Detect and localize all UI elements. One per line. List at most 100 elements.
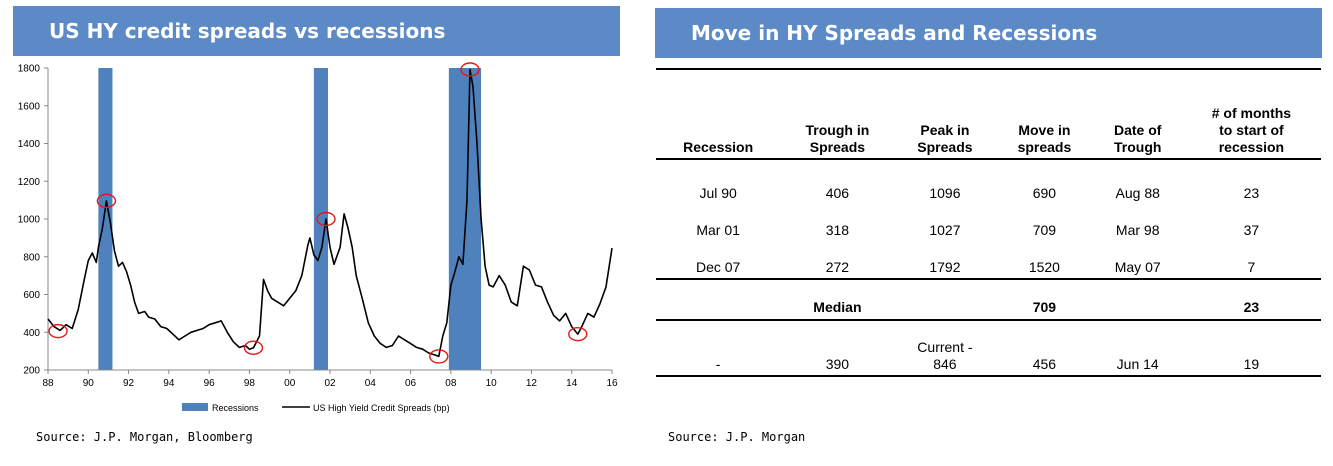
x-tick-label: 14 [566, 378, 578, 389]
table-cell: 1792 [894, 239, 996, 280]
chart-legend: Recessions US High Yield Credit Spreads (… [182, 403, 450, 413]
legend-spread-label: US High Yield Credit Spreads (bp) [313, 403, 450, 413]
table-cell: 19 [1181, 320, 1321, 377]
x-tick-label: 16 [606, 378, 618, 389]
header-text: Peak in [920, 122, 970, 138]
y-tick-label: 1000 [18, 215, 41, 226]
header-text: Recession [683, 139, 754, 155]
table-cell [894, 279, 996, 321]
x-tick-label: 08 [445, 378, 457, 389]
x-tick-label: 96 [204, 378, 216, 389]
table-row: Dec 07 272 1792 1520 May 07 7 [656, 239, 1321, 280]
table-cell [1093, 279, 1182, 321]
x-tick-label: 04 [365, 378, 377, 389]
legend-recession-label: Recessions [212, 403, 259, 413]
y-tick-label: 400 [23, 328, 40, 339]
header-text: Spreads [917, 139, 973, 155]
header-text: Move in [1018, 122, 1071, 138]
y-tick-label: 200 [23, 366, 40, 377]
header-text: Date of [1113, 122, 1162, 138]
right-panel-title: Move in HY Spreads and Recessions [655, 8, 1322, 58]
table-cell: 318 [825, 222, 850, 238]
table-cell: Jul 90 [699, 185, 737, 201]
x-tick-label: 94 [163, 378, 175, 389]
table-header-cell: Move in spreads [995, 69, 1094, 160]
table-median-row: Median 709 23 [656, 279, 1321, 321]
table-cell: 709 [1032, 222, 1057, 238]
highlight-circle [316, 211, 336, 227]
table-cell: 406 [825, 185, 850, 201]
highlight-circle [429, 349, 449, 364]
highlight-circle [568, 326, 588, 342]
table-cell: 23 [1181, 279, 1321, 321]
table-cell: 690 [1032, 185, 1057, 201]
table-current-row: -390 Current -846 456 Jun 14 19 [656, 320, 1321, 377]
table-header-row: Recession Trough in Spreads Peak in Spreads M… [656, 69, 1321, 160]
table-cell: Mar 98 [1115, 222, 1160, 238]
header-text: # of months [1211, 105, 1292, 121]
y-tick-label: 800 [23, 252, 40, 263]
table-cell: 1096 [929, 185, 961, 201]
right-source-note: Source: J.P. Morgan [668, 430, 806, 444]
table-cell: Median [780, 279, 895, 321]
y-tick-label: 1400 [18, 139, 41, 150]
table-cell: 7 [1181, 239, 1321, 280]
spread-line-layer [47, 68, 613, 358]
x-tick-label: 12 [526, 378, 538, 389]
x-tick-label: 88 [42, 378, 54, 389]
table-cell: Jun 14 [1093, 320, 1182, 377]
y-tick-label: 1600 [18, 101, 41, 112]
x-tick-label: 92 [123, 378, 135, 389]
y-tick-label: 600 [23, 290, 40, 301]
recession-bars [98, 68, 482, 370]
highlight-circle [48, 323, 68, 339]
left-panel-title: US HY credit spreads vs recessions [13, 6, 620, 56]
table-cell: 1520 [995, 239, 1094, 280]
table-cell: 272 [780, 239, 895, 280]
table-cell: 390 [780, 320, 895, 377]
spread-line [47, 68, 613, 358]
highlight-circle [96, 193, 117, 209]
legend-recession-swatch [182, 403, 208, 411]
table-header-cell: Date of Trough [1093, 69, 1182, 160]
header-text: Trough [1113, 139, 1162, 155]
header-text: recession [1218, 139, 1285, 155]
table-header-cell: Peak in Spreads [894, 69, 996, 160]
table-row: Jul 90 406 1096 690 Aug 88 23 [656, 159, 1321, 202]
left-panel-title-text: US HY credit spreads vs recessions [49, 19, 446, 43]
x-tick-label: 06 [405, 378, 417, 389]
table-cell: 37 [1243, 222, 1260, 238]
table-cell: Mar 01 [696, 222, 740, 238]
table-cell [656, 279, 781, 321]
header-text: Spreads [809, 139, 866, 155]
header-text: spreads [1017, 139, 1072, 155]
header-text: Trough in [805, 122, 870, 138]
hy-spreads-table: Recession Trough in Spreads Peak in Spreads M… [656, 68, 1321, 377]
recession-bar [448, 68, 482, 370]
recession-bar [313, 68, 328, 370]
x-tick-label: 10 [486, 378, 498, 389]
recession-bar [98, 68, 113, 370]
table-cell: May 07 [1093, 239, 1182, 280]
y-tick-label: 1800 [18, 64, 41, 75]
table-header-cell: # of months to start of recession [1181, 69, 1321, 160]
table-cell: Aug 88 [1115, 185, 1160, 201]
table-cell: 23 [1243, 185, 1260, 201]
x-tick-label: 00 [284, 378, 296, 389]
table-cell: 709 [995, 279, 1094, 321]
x-tick-label: 90 [83, 378, 95, 389]
table-cell: Dec 07 [656, 239, 781, 280]
table-cell: 1027 [929, 222, 961, 238]
table-body: Jul 90 406 1096 690 Aug 88 23 Mar 01 318 1027 709… [656, 159, 1321, 377]
x-tick-label: 98 [244, 378, 256, 389]
highlight-circles [48, 62, 588, 364]
table-row: Mar 01 318 1027 709 Mar 98 37 [656, 202, 1321, 239]
table-cell: 456 [995, 320, 1094, 377]
highlight-circle [243, 340, 264, 355]
right-panel-title-text: Move in HY Spreads and Recessions [691, 21, 1098, 45]
table-header-cell: Trough in Spreads [780, 69, 895, 160]
x-tick-label: 02 [324, 378, 336, 389]
y-tick-label: 1200 [18, 177, 41, 188]
